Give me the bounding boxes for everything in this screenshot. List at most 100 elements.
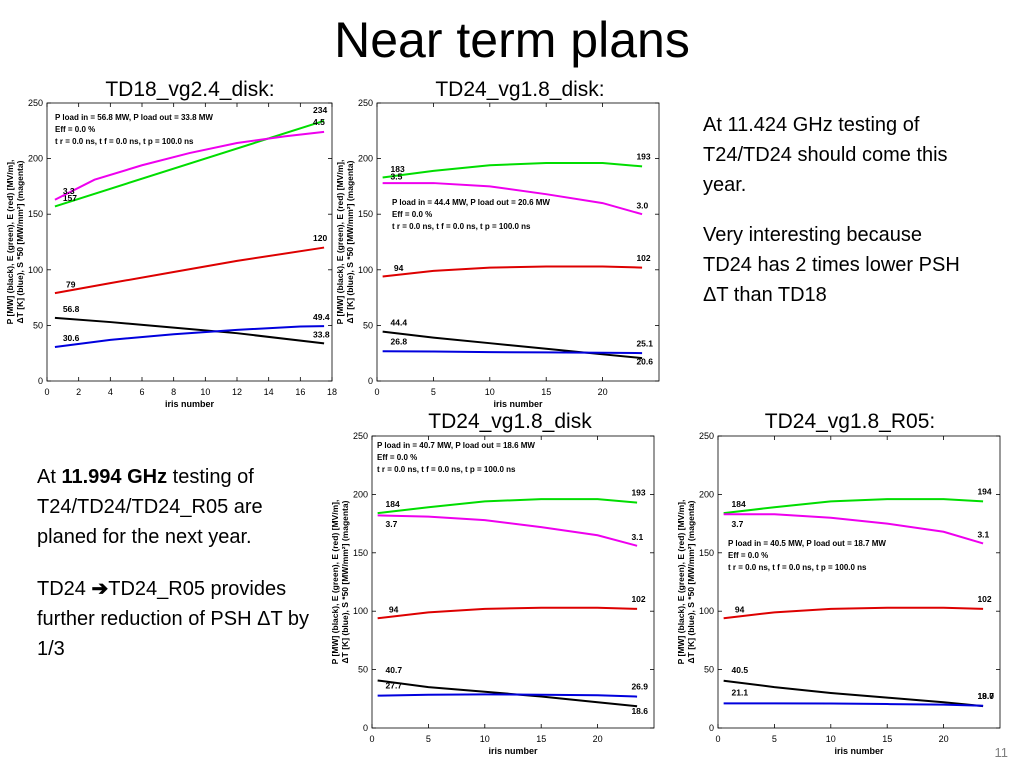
y-axis-label-line: ΔT [K] (blue), S *50 [MW/mm²] (magenta) (345, 160, 355, 323)
x-tick-label: 16 (295, 387, 305, 397)
y-tick-label: 50 (704, 665, 714, 675)
plot-frame (46, 102, 333, 382)
x-tick-label: 2 (76, 387, 81, 397)
y-tick-label: 50 (363, 320, 373, 330)
x-tick-label: 18 (327, 387, 337, 397)
info-line: t r = 0.0 ns, t f = 0.0 ns, t p = 100.0 … (55, 137, 194, 146)
data-label: 3.1 (977, 530, 989, 540)
x-axis-label: iris number (834, 746, 884, 756)
y-tick-label: 100 (358, 265, 373, 275)
y-tick-label: 200 (28, 154, 43, 164)
page-number: 11 (994, 745, 1009, 760)
info-line: Eff = 0.0 % (392, 210, 432, 219)
series-line-red (377, 606, 638, 620)
x-tick-label: 10 (480, 734, 490, 744)
plot-title-td24-r05: TD24_vg1.8_R05: (764, 410, 936, 433)
y-axis-label-line: P [MW] (black), E (green), E (red) [MV/m… (335, 160, 345, 325)
series-line-magenta (382, 182, 643, 216)
arrow-right-icon: ➔ (91, 578, 109, 600)
x-tick-label: 5 (426, 734, 431, 744)
data-label: 3.0 (636, 201, 648, 211)
y-tick-label: 150 (699, 548, 714, 558)
x-tick-label: 20 (598, 387, 608, 397)
info-line: Eff = 0.0 % (728, 551, 768, 560)
y-tick-label: 100 (699, 606, 714, 616)
note-top-right-1: At 11.424 GHz testing of T24/TD24 should… (703, 114, 948, 196)
note-bottom-left-2: TD24 ➔TD24_R05 provides further reductio… (37, 574, 312, 664)
data-label: 20.6 (636, 356, 653, 366)
data-label: 3.1 (631, 532, 643, 542)
series-line-blue (382, 350, 643, 355)
series-line-red (382, 265, 643, 278)
plot-title-td24-bottom: TD24_vg1.8_disk (428, 410, 592, 433)
y-tick-label: 50 (358, 665, 368, 675)
plot-title-td24-top: TD24_vg1.8_disk: (435, 78, 605, 101)
y-tick-label: 200 (353, 489, 368, 499)
chart-td18-svg: 0 2 4 6 8 10 12 14 16 18 0 50 100 150 200 250 iris numbe… (5, 98, 337, 409)
note-bottom-left-2-a: TD24 (37, 578, 92, 600)
y-axis-label-line: ΔT [K] (blue), S *50 [MW/mm²] (magenta) (340, 500, 350, 663)
data-label: 184 (386, 499, 400, 509)
note-bottom-left-2-b: TD24_R05 provides further reduction of P… (37, 578, 310, 660)
chart-td24-top: 0 5 10 15 20 0 50 100 150 200 250 iris number P [MW]… (335, 95, 680, 420)
x-tick-label: 5 (772, 734, 777, 744)
data-label: 25.1 (636, 339, 653, 349)
data-label: 193 (631, 488, 645, 498)
y-tick-label: 0 (709, 723, 714, 733)
info-line: Eff = 0.0 % (55, 125, 95, 134)
y-tick-label: 250 (358, 98, 373, 108)
data-label: 4.5 (313, 117, 325, 127)
data-label: 44.4 (391, 317, 408, 327)
data-label: 79 (66, 280, 76, 290)
x-tick-label: 6 (139, 387, 144, 397)
x-tick-label: 15 (536, 734, 546, 744)
series-line-magenta (54, 130, 325, 201)
x-tick-label: 10 (200, 387, 210, 397)
y-axis-label-line: P [MW] (black), E (green), E (red) [MV/m… (5, 160, 15, 325)
data-label: 19.0 (977, 691, 994, 701)
series-line-green (723, 498, 984, 515)
x-tick-label: 20 (939, 734, 949, 744)
info-line: P load in = 40.7 MW, P load out = 18.6 M… (377, 441, 535, 450)
data-label: 183 (391, 164, 405, 174)
y-tick-label: 150 (358, 209, 373, 219)
chart-td24-r05: 0 5 10 15 20 0 50 100 150 200 250 iris number P [MW]… (668, 428, 1013, 763)
y-tick-label: 150 (353, 548, 368, 558)
x-axis-label: iris number (493, 399, 543, 409)
x-tick-label: 0 (369, 734, 374, 744)
x-axis-label: iris number (488, 746, 538, 756)
info-line: P load in = 44.4 MW, P load out = 20.6 M… (392, 198, 550, 207)
chart-td24-bottom: 0 5 10 15 20 0 50 100 150 200 250 iris number P [MW]… (320, 428, 665, 763)
plot-frame (371, 435, 655, 729)
x-tick-label: 0 (44, 387, 49, 397)
plot-frame (717, 435, 1001, 729)
data-label: 33.8 (313, 330, 330, 340)
y-tick-label: 100 (353, 606, 368, 616)
info-line: Eff = 0.0 % (377, 453, 417, 462)
x-tick-label: 15 (541, 387, 551, 397)
series-line-red (54, 246, 325, 295)
data-label: 193 (636, 152, 650, 162)
x-tick-label: 10 (485, 387, 495, 397)
y-tick-label: 200 (358, 154, 373, 164)
x-tick-label: 4 (108, 387, 113, 397)
info-line: P load in = 40.5 MW, P load out = 18.7 M… (728, 539, 886, 548)
series-line-green (382, 162, 643, 179)
x-tick-label: 0 (374, 387, 379, 397)
data-label: 184 (732, 499, 746, 509)
x-tick-label: 20 (593, 734, 603, 744)
data-label: 56.8 (63, 304, 80, 314)
info-line: t r = 0.0 ns, t f = 0.0 ns, t p = 100.0 … (392, 222, 531, 231)
data-label: 49.4 (313, 312, 330, 322)
y-tick-label: 250 (353, 431, 368, 441)
series-line-red (723, 606, 984, 620)
y-tick-label: 250 (699, 431, 714, 441)
x-tick-label: 5 (431, 387, 436, 397)
y-axis-label-line: ΔT [K] (blue), S *50 [MW/mm²] (magenta) (15, 160, 25, 323)
chart-td18: 0 2 4 6 8 10 12 14 16 18 0 50 100 150 200 250 iris numbe… (0, 95, 345, 420)
x-tick-label: 12 (232, 387, 242, 397)
data-label: 157 (63, 193, 77, 203)
series-line-black (382, 330, 643, 360)
